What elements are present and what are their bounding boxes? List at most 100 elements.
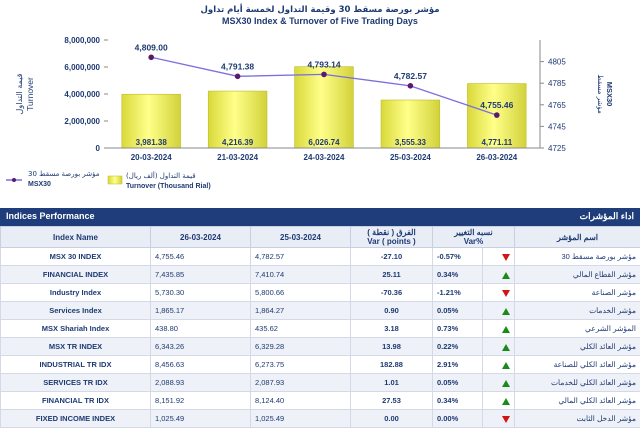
- index-name-ar: المؤشر الشرعي: [515, 320, 640, 338]
- index-value-d1: 7,435.85: [151, 266, 251, 284]
- chart-svg: مؤشر بورصة مسقط 30 وقيمة التداول لخمسة أ…: [0, 0, 640, 208]
- arrow-up-icon: [502, 326, 510, 333]
- index-value-d2: 1,864.27: [251, 302, 351, 320]
- index-var-pct: 0.34%: [433, 266, 483, 284]
- legend-line-marker: [12, 178, 16, 182]
- right-tick-label: 4785: [548, 79, 566, 88]
- index-value-d2: 6,273.75: [251, 356, 351, 374]
- legend-bar-name-ar: قيمة التداول (ألف ريال): [126, 171, 196, 180]
- msx30-point-label: 4,755.46: [480, 100, 513, 110]
- legend: مؤشر بورصة مسقط 30 MSX30 قيمة التداول (أ…: [6, 170, 211, 190]
- col-header-var-ar: الفرق ( نقطة ): [367, 228, 415, 237]
- index-name: FIXED INCOME INDEX: [1, 410, 151, 428]
- index-var-points: 13.98: [351, 338, 433, 356]
- left-axis-label: Turnover: [25, 77, 35, 111]
- index-value-d1: 438.80: [151, 320, 251, 338]
- msx30-point: [321, 72, 327, 78]
- arrow-up-icon: [502, 362, 510, 369]
- arrow-down-icon: [502, 290, 510, 297]
- arrow-up-icon: [502, 272, 510, 279]
- msx30-point: [235, 74, 241, 80]
- index-name: MSX 30 INDEX: [1, 248, 151, 266]
- trend-cell: [483, 410, 515, 428]
- index-value-d1: 8,151.92: [151, 392, 251, 410]
- msx30-point: [408, 83, 414, 89]
- index-value-d2: 4,782.57: [251, 248, 351, 266]
- right-axis-label-ar: مؤشر مسقط: [596, 74, 604, 114]
- index-name: Services Index: [1, 302, 151, 320]
- index-value-d1: 2,088.93: [151, 374, 251, 392]
- col-header-var: الفرق ( نقطة )Var ( points ): [351, 227, 433, 248]
- index-value-d1: 1,865.17: [151, 302, 251, 320]
- turnover-bar-label: 4,771.11: [481, 138, 512, 147]
- chart-title-ar: مؤشر بورصة مسقط 30 وقيمة التداول لخمسة أ…: [201, 3, 440, 15]
- left-tick-label: 6,000,000: [64, 63, 100, 72]
- index-name-ar: مؤشر القطاع المالي: [515, 266, 640, 284]
- chart-title: MSX30 Index & Turnover of Five Trading D…: [222, 16, 418, 26]
- index-value-d2: 1,025.49: [251, 410, 351, 428]
- index-var-points: -27.10: [351, 248, 433, 266]
- x-tick-label: 21-03-2024: [217, 153, 258, 162]
- index-name-ar: مؤشر الخدمات: [515, 302, 640, 320]
- left-tick-label: 2,000,000: [64, 117, 100, 126]
- index-name: MSX Shariah Index: [1, 320, 151, 338]
- arrow-down-icon: [502, 254, 510, 261]
- index-value-d2: 2,087.93: [251, 374, 351, 392]
- trend-cell: [483, 284, 515, 302]
- msx30-point: [494, 112, 500, 118]
- index-value-d1: 6,343.26: [151, 338, 251, 356]
- arrow-up-icon: [502, 308, 510, 315]
- col-header-pct-en: Var%: [464, 237, 484, 246]
- index-value-d1: 5,730.30: [151, 284, 251, 302]
- left-axis-label-ar: قيمة التداول: [15, 73, 24, 114]
- index-var-points: 0.90: [351, 302, 433, 320]
- index-name: Industry Index: [1, 284, 151, 302]
- index-var-points: -70.36: [351, 284, 433, 302]
- index-var-points: 27.53: [351, 392, 433, 410]
- index-var-pct: 0.05%: [433, 374, 483, 392]
- index-name: INDUSTRIAL TR IDX: [1, 356, 151, 374]
- index-name: SERVICES TR IDX: [1, 374, 151, 392]
- index-value-d1: 8,456.63: [151, 356, 251, 374]
- left-tick-label: 0: [96, 144, 101, 153]
- band-title-ar: اداء المؤشرات: [580, 211, 634, 222]
- index-value-d2: 435.62: [251, 320, 351, 338]
- trend-cell: [483, 266, 515, 284]
- index-var-points: 3.18: [351, 320, 433, 338]
- index-name: FINANCIAL INDEX: [1, 266, 151, 284]
- legend-bar-swatch: [108, 176, 122, 184]
- turnover-bar-label: 6,026.74: [308, 138, 340, 147]
- turnover-bar-label: 3,555.33: [395, 138, 427, 147]
- right-axis-label: MSX30: [605, 82, 614, 107]
- msx30-point-label: 4,809.00: [135, 42, 168, 52]
- msx30-point-label: 4,793.14: [307, 59, 340, 69]
- trend-cell: [483, 356, 515, 374]
- index-var-pct: 0.73%: [433, 320, 483, 338]
- col-header-name-ar: اسم المؤشر: [515, 227, 640, 248]
- index-value-d1: 4,755.46: [151, 248, 251, 266]
- index-name-ar: مؤشر العائد الكلي المالي: [515, 392, 640, 410]
- x-tick-label: 20-03-2024: [131, 153, 172, 162]
- col-header-var-en: Var ( points ): [367, 237, 415, 246]
- index-name-ar: مؤشر العائد الكلي: [515, 338, 640, 356]
- legend-bar-name: Turnover (Thousand Rial): [126, 183, 211, 190]
- trend-cell: [483, 320, 515, 338]
- arrow-up-icon: [502, 344, 510, 351]
- index-value-d2: 6,329.28: [251, 338, 351, 356]
- index-var-pct: 0.34%: [433, 392, 483, 410]
- trend-cell: [483, 338, 515, 356]
- legend-line-name: MSX30: [28, 181, 51, 188]
- index-value-d2: 8,124.40: [251, 392, 351, 410]
- index-var-points: 182.88: [351, 356, 433, 374]
- index-name: FINANCIAL TR IDX: [1, 392, 151, 410]
- msx30-point-label: 4,791.38: [221, 61, 254, 71]
- index-var-pct: 2.91%: [433, 356, 483, 374]
- arrow-down-icon: [502, 416, 510, 423]
